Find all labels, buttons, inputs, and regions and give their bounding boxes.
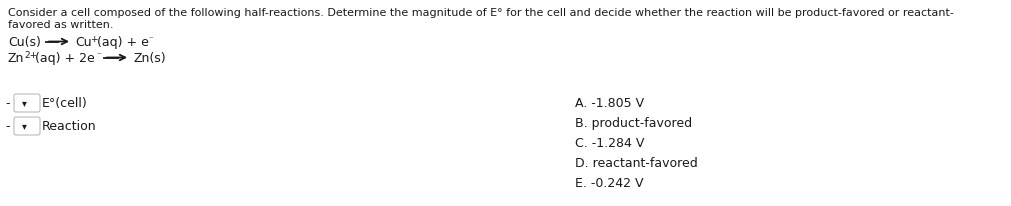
Text: favored as written.: favored as written. xyxy=(8,20,113,30)
Text: 2+: 2+ xyxy=(24,51,37,60)
Text: Zn: Zn xyxy=(8,52,24,65)
Text: B. product-favored: B. product-favored xyxy=(575,117,693,130)
Text: E°(cell): E°(cell) xyxy=(42,97,88,110)
Text: -: - xyxy=(5,120,9,133)
Text: ⁻: ⁻ xyxy=(148,35,153,44)
FancyBboxPatch shape xyxy=(14,117,40,135)
Text: C. -1.284 V: C. -1.284 V xyxy=(575,137,644,150)
Text: A. -1.805 V: A. -1.805 V xyxy=(575,97,644,110)
Text: ▾: ▾ xyxy=(22,98,27,108)
Text: Cu(s): Cu(s) xyxy=(8,36,40,49)
Text: (aq) + e: (aq) + e xyxy=(97,36,149,49)
Text: Cu: Cu xyxy=(75,36,92,49)
Text: Zn(s): Zn(s) xyxy=(133,52,166,65)
Text: Consider a cell composed of the following half-reactions. Determine the magnitud: Consider a cell composed of the followin… xyxy=(8,8,953,18)
Text: E. -0.242 V: E. -0.242 V xyxy=(575,177,643,190)
Text: +: + xyxy=(90,35,97,44)
FancyBboxPatch shape xyxy=(14,94,40,112)
Text: ▾: ▾ xyxy=(22,121,27,131)
Text: (aq) + 2e: (aq) + 2e xyxy=(35,52,95,65)
Text: -: - xyxy=(5,97,9,110)
Text: Reaction: Reaction xyxy=(42,120,97,133)
Text: ⁻: ⁻ xyxy=(96,51,101,60)
Text: D. reactant-favored: D. reactant-favored xyxy=(575,157,698,170)
